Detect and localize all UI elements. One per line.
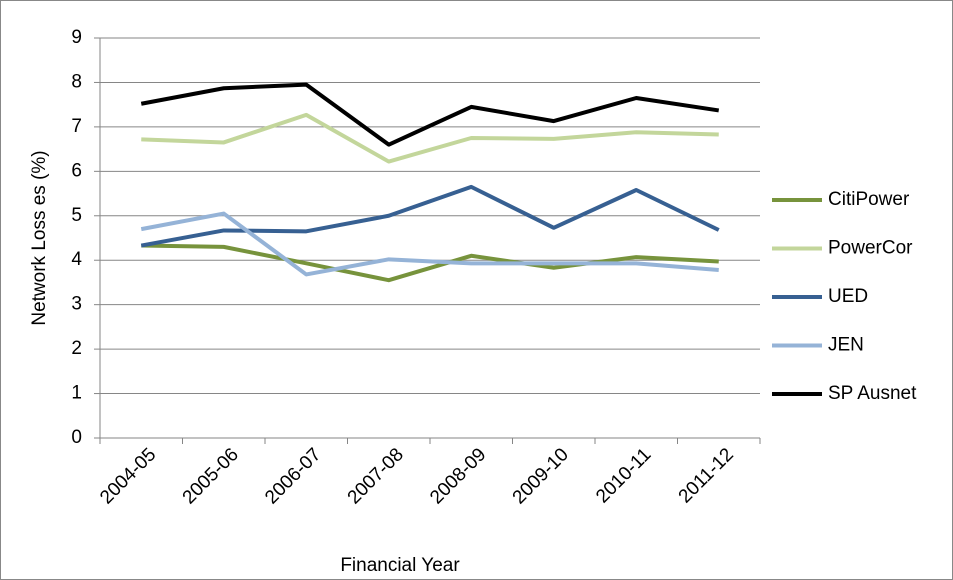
series-line (140, 211, 719, 277)
y-tick-label: 2 (71, 338, 82, 359)
legend-label: CitiPower (828, 189, 910, 210)
y-tick-label: 3 (71, 294, 82, 315)
x-axis-label: Financial Year (340, 555, 460, 576)
legend-label: SP Ausnet (828, 383, 917, 404)
legend-label: PowerCor (828, 238, 913, 259)
y-tick-label: 7 (71, 116, 82, 137)
y-axis-label: Network Loss es (%) (29, 150, 50, 325)
y-tick-label: 5 (71, 205, 82, 226)
legend-label: JEN (828, 335, 864, 356)
y-tick-label: 6 (71, 160, 82, 181)
y-tick-label: 8 (71, 71, 82, 92)
y-tick-label: 4 (71, 249, 82, 270)
y-tick-label: 0 (71, 427, 82, 448)
legend-label: UED (828, 286, 868, 307)
series-line (141, 112, 719, 164)
y-tick-label: 1 (71, 383, 82, 404)
series-line (140, 184, 720, 248)
series-line (140, 82, 720, 147)
y-tick-label: 9 (71, 27, 82, 48)
series-line (141, 243, 719, 283)
